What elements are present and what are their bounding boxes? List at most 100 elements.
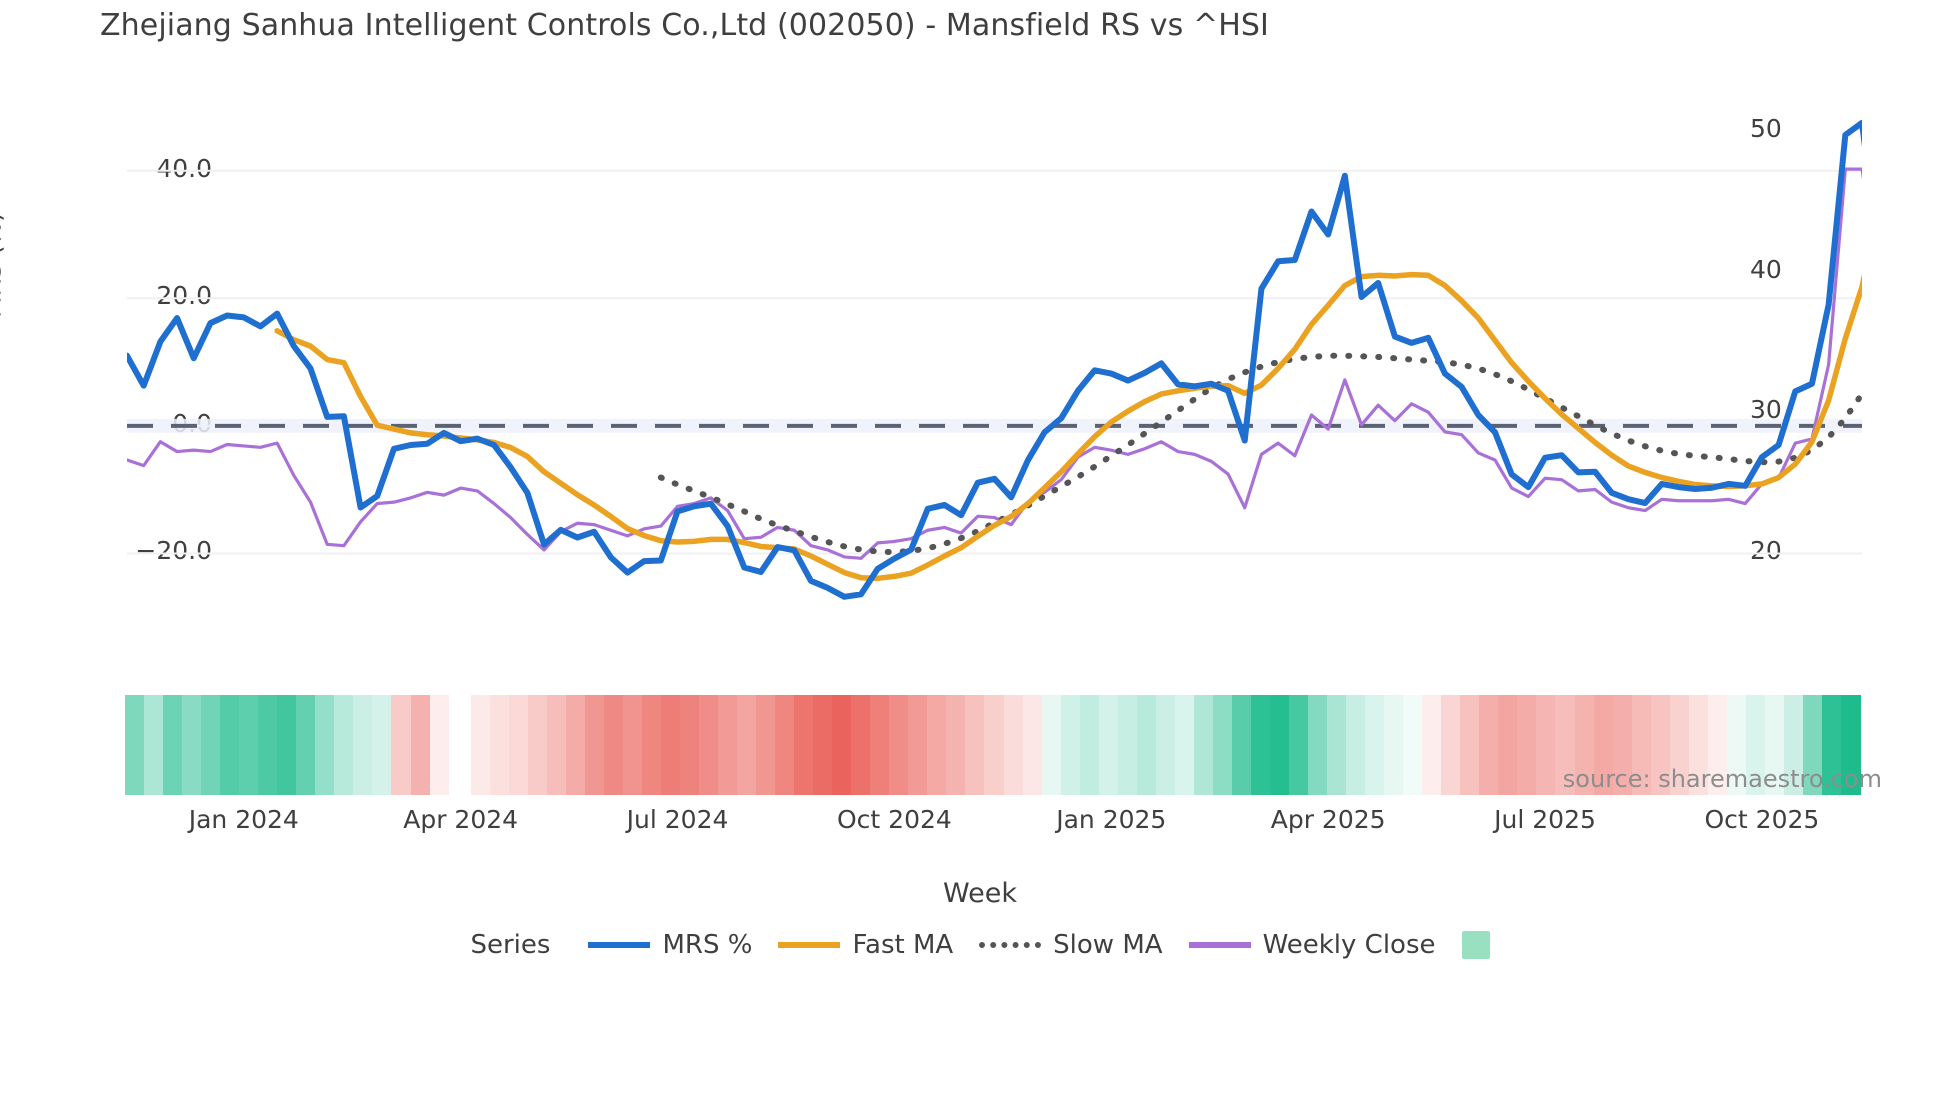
heatmap-cell: [334, 695, 354, 795]
heatmap-cell: [201, 695, 221, 795]
heatmap-cell: [1650, 695, 1671, 795]
heatmap-cell: [1384, 695, 1404, 795]
heatmap-cell: [277, 695, 297, 795]
series-line-fast-ma: [274, 271, 1862, 582]
heatmap-cell: [239, 695, 259, 795]
heatmap-cell: [410, 695, 431, 795]
heatmap-cell: [1193, 695, 1214, 795]
heatmap-cell: [775, 695, 795, 795]
heatmap-cell: [813, 695, 833, 795]
legend-swatch-line: [778, 942, 841, 948]
x-tick: Jul 2024: [626, 805, 729, 834]
heatmap-cell: [1022, 695, 1043, 795]
heatmap-cell: [1498, 695, 1518, 795]
heatmap-cell: [429, 695, 450, 795]
legend-item-label: MRS %: [662, 930, 753, 960]
heatmap-cell: [1707, 695, 1728, 795]
legend-item[interactable]: Slow MA: [979, 930, 1163, 960]
x-tick: Jan 2024: [188, 805, 299, 834]
heatmap-cell: [1479, 695, 1499, 795]
heatmap-cell: [1289, 695, 1309, 795]
heatmap-cell: [508, 695, 529, 795]
zero-band: [127, 418, 1862, 433]
legend-title: Series: [470, 930, 551, 960]
heatmap-cell: [1593, 695, 1614, 795]
series-line-weekly-close: [127, 167, 1862, 560]
legend-item[interactable]: [1461, 931, 1490, 959]
heatmap-cell: [546, 695, 567, 795]
heatmap-cell: [527, 695, 548, 795]
heatmap-cell: [718, 695, 738, 795]
source-watermark: source: sharemaestro.com: [1562, 765, 1882, 793]
heatmap-cell: [1003, 695, 1024, 795]
y-tick-right: 20: [1750, 535, 1782, 565]
heatmap-cell: [1745, 695, 1766, 795]
heatmap-cell: [870, 695, 890, 795]
legend-item[interactable]: Fast MA: [778, 930, 953, 960]
heatmap-cell: [1365, 695, 1385, 795]
heatmap-cell: [1821, 695, 1842, 795]
heatmap-cell: [1441, 695, 1461, 795]
series-line-slow-ma: [657, 352, 1862, 556]
heatmap-cell: [470, 695, 491, 795]
heatmap-cell: [622, 695, 643, 795]
heatmap-cell: [220, 695, 240, 795]
heatmap-cell: [1346, 695, 1366, 795]
heatmap-cell: [1631, 695, 1652, 795]
heatmap-cell: [965, 695, 986, 795]
x-tick: Jul 2025: [1494, 805, 1596, 834]
heatmap-cell: [1174, 695, 1195, 795]
chart-legend: Series MRS % Fast MA Slow MA Weekly Close: [0, 930, 1960, 960]
legend-swatch-line: [588, 942, 651, 948]
heatmap-cell: [1726, 695, 1747, 795]
heatmap-cell: [1555, 695, 1576, 795]
legend-item-label: Slow MA: [1053, 930, 1163, 960]
heatmap-cell: [603, 695, 624, 795]
x-tick: Oct 2025: [1704, 805, 1820, 834]
heatmap-cell: [1136, 695, 1157, 795]
y-tick-left: 40.0: [156, 153, 212, 183]
heatmap-cell: [660, 695, 681, 795]
x-axis-title: Week: [943, 878, 1017, 909]
heatmap-cell: [1117, 695, 1138, 795]
heatmap-cell: [258, 695, 278, 795]
heatmap-cell: [1250, 695, 1271, 795]
heatmap-cell: [489, 695, 510, 795]
heatmap-cell: [794, 695, 814, 795]
legend-swatch-box: [1461, 931, 1490, 959]
y-axis-left-label: MRS (%): [0, 211, 7, 319]
heatmap-cell: [391, 695, 412, 795]
heatmap-cell: [144, 695, 164, 795]
x-tick: Oct 2024: [836, 805, 952, 834]
heatmap-cell: [565, 695, 586, 795]
heatmap-cell: [679, 695, 700, 795]
legend-item[interactable]: Weekly Close: [1188, 930, 1436, 960]
heatmap-cell: [908, 695, 928, 795]
heatmap-cell: [584, 695, 605, 795]
heatmap-cell: [1536, 695, 1557, 795]
legend-item[interactable]: MRS %: [588, 930, 752, 960]
y-tick-left: −20.0: [135, 536, 212, 566]
heatmap-cell: [1403, 695, 1423, 795]
legend-item-label: Fast MA: [852, 930, 954, 960]
page-title: Zhejiang Sanhua Intelligent Controls Co.…: [100, 8, 1270, 43]
heatmap-cell: [756, 695, 776, 795]
heatmap-cell: [1612, 695, 1633, 795]
heatmap-cell: [1783, 695, 1804, 795]
heatmap-cell: [1155, 695, 1176, 795]
heatmap-cell: [1764, 695, 1785, 795]
x-tick: Apr 2025: [1270, 805, 1386, 834]
heatmap-cell: [737, 695, 757, 795]
heatmap-cell: [296, 695, 316, 795]
heatmap-cell: [889, 695, 909, 795]
legend-swatch-line: [979, 942, 1042, 948]
heatmap-cell: [1327, 695, 1347, 795]
heatmap-cell: [163, 695, 183, 795]
heatmap-cell: [984, 695, 1005, 795]
heatmap-cell: [1422, 695, 1442, 795]
heatmap-cell: [1669, 695, 1690, 795]
y-tick-left: 20.0: [156, 281, 212, 311]
heatmap-cell: [927, 695, 947, 795]
x-tick: Apr 2024: [403, 805, 519, 834]
heatmap-cell: [641, 695, 662, 795]
